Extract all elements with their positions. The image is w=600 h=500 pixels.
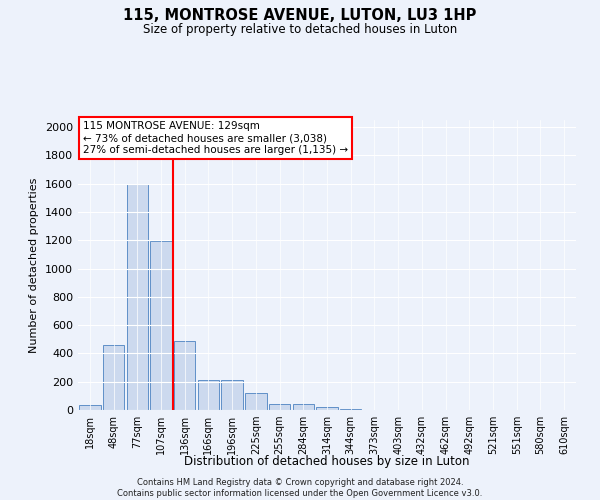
Text: Size of property relative to detached houses in Luton: Size of property relative to detached ho…: [143, 22, 457, 36]
Bar: [127, 184, 148, 410]
Bar: [340, 408, 361, 410]
Bar: [269, 404, 290, 410]
Bar: [198, 380, 219, 410]
Bar: [293, 404, 314, 410]
Bar: [151, 241, 172, 410]
Text: 115, MONTROSE AVENUE, LUTON, LU3 1HP: 115, MONTROSE AVENUE, LUTON, LU3 1HP: [124, 8, 476, 22]
Bar: [103, 345, 124, 410]
Y-axis label: Number of detached properties: Number of detached properties: [29, 178, 40, 352]
Text: Distribution of detached houses by size in Luton: Distribution of detached houses by size …: [184, 455, 470, 468]
Bar: [174, 340, 196, 410]
Bar: [245, 393, 266, 410]
Text: 115 MONTROSE AVENUE: 129sqm
← 73% of detached houses are smaller (3,038)
27% of : 115 MONTROSE AVENUE: 129sqm ← 73% of det…: [83, 122, 348, 154]
Bar: [316, 407, 338, 410]
Text: Contains HM Land Registry data © Crown copyright and database right 2024.
Contai: Contains HM Land Registry data © Crown c…: [118, 478, 482, 498]
Bar: [221, 380, 243, 410]
Bar: [79, 405, 101, 410]
